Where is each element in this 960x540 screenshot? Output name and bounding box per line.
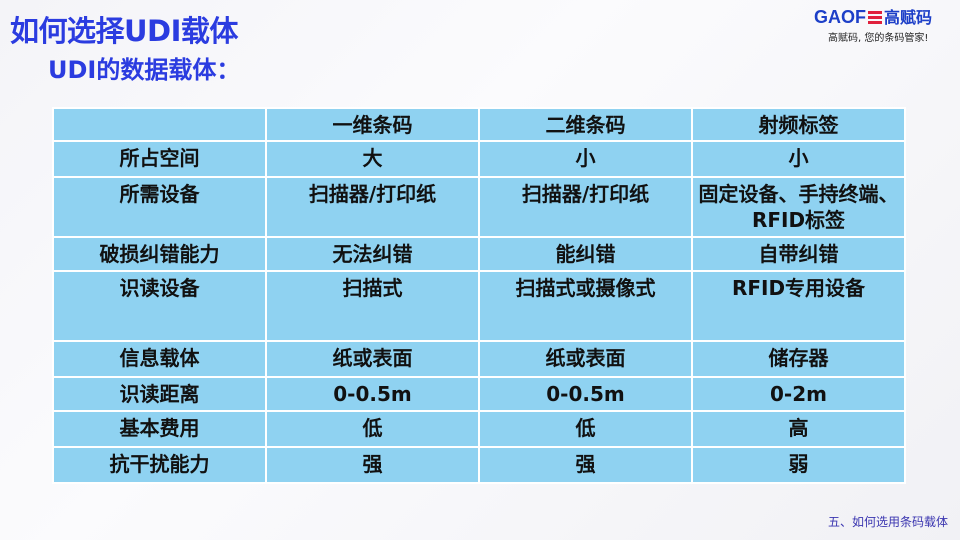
table-cell: 储存器 <box>691 340 906 378</box>
page-title: 如何选择UDI载体 <box>10 14 238 48</box>
table-cell: 弱 <box>691 446 906 484</box>
table-cell: RFID专用设备 <box>691 270 906 342</box>
table-row: 所需设备 扫描器/打印纸 扫描器/打印纸 固定设备、手持终端、RFID标签 <box>52 176 906 238</box>
table-cell: 0-0.5m <box>265 376 480 412</box>
table-cell: 0-0.5m <box>478 376 693 412</box>
logo-brand-cn: 高赋码 <box>884 10 933 27</box>
table-row: 信息载体 纸或表面 纸或表面 储存器 <box>52 340 906 378</box>
table-row: 基本费用低低高 <box>52 410 906 448</box>
table-cell: 0-2m <box>691 376 906 412</box>
table-header-row: 一维条码 二维条码 射频标签 <box>52 107 906 142</box>
table-row: 识读设备 扫描式 扫描式或摄像式 RFID专用设备 <box>52 270 906 342</box>
table-header-cell: 二维条码 <box>478 107 693 142</box>
table-cell: 扫描器/打印纸 <box>265 176 480 238</box>
footer-section-label: 五、如何选用条码载体 <box>827 515 948 529</box>
logo-tagline: 高赋码, 您的条码管家! <box>828 33 929 44</box>
table-cell: 大 <box>265 140 480 178</box>
table-cell: 扫描式或摄像式 <box>478 270 693 342</box>
row-label-cell: 基本费用 <box>52 410 267 448</box>
table-cell: 无法纠错 <box>265 236 480 272</box>
table-cell: 强 <box>478 446 693 484</box>
table-header-cell: 射频标签 <box>691 107 906 142</box>
table-cell: 高 <box>691 410 906 448</box>
table-row: 破损纠错能力 无法纠错 能纠错 自带纠错 <box>52 236 906 272</box>
table-cell: 小 <box>478 140 693 178</box>
row-label-cell: 破损纠错能力 <box>52 236 267 272</box>
table-cell: 低 <box>265 410 480 448</box>
table-header-cell <box>52 107 267 142</box>
row-label-cell: 信息载体 <box>52 340 267 378</box>
table-cell: 纸或表面 <box>265 340 480 378</box>
table-cell: 自带纠错 <box>691 236 906 272</box>
table-cell: 低 <box>478 410 693 448</box>
table-cell: 扫描器/打印纸 <box>478 176 693 238</box>
table-cell: 能纠错 <box>478 236 693 272</box>
table-header-cell: 一维条码 <box>265 107 480 142</box>
row-label-cell: 识读距离 <box>52 376 267 412</box>
table-cell: 小 <box>691 140 906 178</box>
table-cell: 扫描式 <box>265 270 480 342</box>
table-cell: 强 <box>265 446 480 484</box>
brand-logo: GAOF 高赋码 高赋码, 您的条码管家! <box>814 4 954 44</box>
row-label-cell: 识读设备 <box>52 270 267 342</box>
table-row: 所占空间大小小 <box>52 140 906 178</box>
table-cell: 固定设备、手持终端、RFID标签 <box>691 176 906 238</box>
table-row: 识读距离 0-0.5m 0-0.5m 0-2m <box>52 376 906 412</box>
logo-bars-icon <box>868 11 882 24</box>
logo-brand: GAOF <box>814 7 866 27</box>
row-label-cell: 所需设备 <box>52 176 267 238</box>
row-label-cell: 所占空间 <box>52 140 267 178</box>
table-row: 抗干扰能力强强弱 <box>52 446 906 484</box>
page-subtitle: UDI的数据载体： <box>48 56 241 84</box>
row-label-cell: 抗干扰能力 <box>52 446 267 484</box>
udi-carrier-table: 一维条码 二维条码 射频标签 所占空间大小小所需设备 扫描器/打印纸 扫描器/打印纸 固定设… <box>52 107 906 484</box>
table-cell: 纸或表面 <box>478 340 693 378</box>
